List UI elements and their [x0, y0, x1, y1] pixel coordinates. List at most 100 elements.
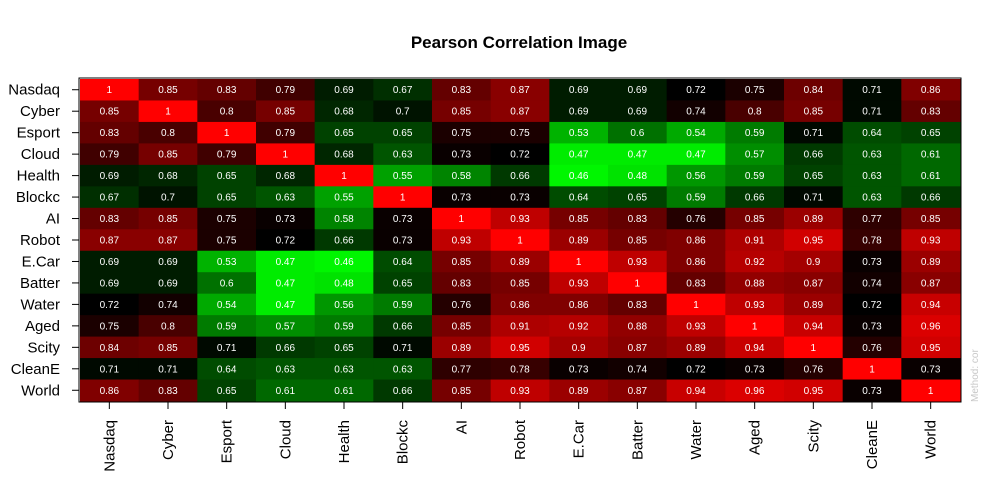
heatmap-cell — [138, 272, 198, 295]
heatmap-cell — [432, 100, 492, 123]
cell-value-label: 0.73 — [569, 364, 589, 375]
heatmap-cell — [666, 207, 726, 230]
cell-value-label: 0.93 — [510, 214, 530, 225]
cell-value-label: 0.63 — [862, 171, 882, 182]
cell-value-label: 0.69 — [100, 257, 120, 268]
cell-value-label: 0.66 — [276, 343, 296, 354]
heatmap-cell — [549, 229, 609, 252]
cell-value-label: 0.66 — [393, 321, 413, 332]
cell-value-label: 0.73 — [393, 214, 413, 225]
heatmap-cell — [842, 207, 902, 230]
cell-value-label: 0.75 — [217, 214, 237, 225]
heatmap-cell — [138, 336, 198, 359]
heatmap-cell — [842, 250, 902, 273]
cell-value-label: 0.75 — [745, 85, 765, 96]
cell-value-label: 0.58 — [334, 214, 354, 225]
heatmap-cell — [784, 250, 844, 273]
cell-value-label: 0.87 — [628, 386, 648, 397]
cell-value-label: 0.65 — [393, 278, 413, 289]
heatmap-cell — [80, 358, 140, 381]
heatmap-cell — [373, 143, 433, 166]
column-label: Batter — [629, 420, 646, 460]
cell-value-label: 0.77 — [862, 214, 882, 225]
cell-value-label: 0.71 — [804, 128, 824, 139]
heatmap-cell — [314, 379, 374, 402]
heatmap-cell — [725, 186, 785, 209]
cell-value-label: 0.65 — [217, 193, 237, 204]
heatmap-cell — [725, 121, 785, 144]
cell-value-label: 0.63 — [276, 364, 296, 375]
cell-value-label: 0.54 — [217, 300, 237, 311]
heatmap-cell — [725, 164, 785, 187]
heatmap-cell — [784, 121, 844, 144]
cell-value-label: 0.8 — [161, 128, 175, 139]
cell-value-label: 0.69 — [569, 107, 589, 118]
cell-value-label: 1 — [869, 364, 875, 375]
cell-value-label: 0.79 — [276, 85, 296, 96]
cell-value-label: 0.64 — [569, 193, 589, 204]
cell-value-label: 0.89 — [569, 236, 589, 247]
cell-value-label: 0.57 — [276, 321, 296, 332]
cell-value-label: 0.71 — [217, 343, 237, 354]
cell-value-label: 0.63 — [862, 150, 882, 161]
cell-value-label: 0.95 — [804, 236, 824, 247]
row-label: Cyber — [20, 103, 60, 120]
heatmap-cell — [80, 186, 140, 209]
heatmap-cell — [608, 272, 668, 295]
heatmap-cell — [432, 143, 492, 166]
column-label: CleanE — [864, 420, 881, 469]
cell-value-label: 0.86 — [510, 300, 530, 311]
cell-value-label: 0.96 — [921, 321, 941, 332]
column-label: Health — [336, 420, 353, 463]
cell-value-label: 0.73 — [393, 236, 413, 247]
cell-value-label: 0.72 — [686, 85, 706, 96]
cell-value-label: 0.69 — [569, 85, 589, 96]
heatmap-cell — [432, 250, 492, 273]
column-label: Cyber — [160, 420, 177, 460]
heatmap-cell — [197, 250, 257, 273]
heatmap-cell — [490, 272, 550, 295]
heatmap-cell — [138, 143, 198, 166]
heatmap-cell — [432, 79, 492, 101]
heatmap-cell — [256, 336, 316, 359]
row-label: Nasdaq — [8, 82, 60, 99]
row-label: Esport — [17, 125, 61, 142]
cell-value-label: 0.63 — [862, 193, 882, 204]
cell-value-label: 0.89 — [686, 343, 706, 354]
cell-value-label: 0.83 — [686, 278, 706, 289]
heatmap-cell — [490, 293, 550, 316]
cell-value-label: 0.83 — [100, 214, 120, 225]
cell-value-label: 0.86 — [569, 300, 589, 311]
heatmap-cell — [549, 272, 609, 295]
heatmap-cell — [901, 250, 961, 273]
heatmap-cell — [549, 358, 609, 381]
cell-value-label: 0.65 — [921, 128, 941, 139]
heatmap-cell — [373, 336, 433, 359]
heatmap-cell — [608, 100, 668, 123]
heatmap-cell — [549, 293, 609, 316]
heatmap-cell — [80, 336, 140, 359]
heatmap-cell — [490, 100, 550, 123]
cell-value-label: 0.75 — [100, 321, 120, 332]
cell-value-label: 0.56 — [334, 300, 354, 311]
heatmap-cell — [666, 293, 726, 316]
cell-value-label: 0.73 — [921, 364, 941, 375]
column-label: World — [923, 420, 940, 459]
heatmap-cell — [256, 100, 316, 123]
cell-value-label: 0.61 — [334, 386, 354, 397]
heatmap-cell — [490, 207, 550, 230]
heatmap-cell — [901, 207, 961, 230]
heatmap-cell — [725, 379, 785, 402]
row-label: Water — [21, 296, 60, 313]
column-label: Esport — [219, 419, 236, 463]
cell-value-label: 0.85 — [276, 107, 296, 118]
heatmap-cell — [549, 100, 609, 123]
cell-value-label: 0.85 — [452, 257, 472, 268]
cell-value-label: 0.87 — [100, 236, 120, 247]
column-label: Blockc — [395, 420, 412, 465]
cell-value-label: 0.8 — [220, 107, 234, 118]
heatmap-cell — [901, 336, 961, 359]
heatmap-cell — [490, 336, 550, 359]
column-label: E.Car — [571, 420, 588, 458]
chart-title: Pearson Correlation Image — [411, 33, 627, 52]
